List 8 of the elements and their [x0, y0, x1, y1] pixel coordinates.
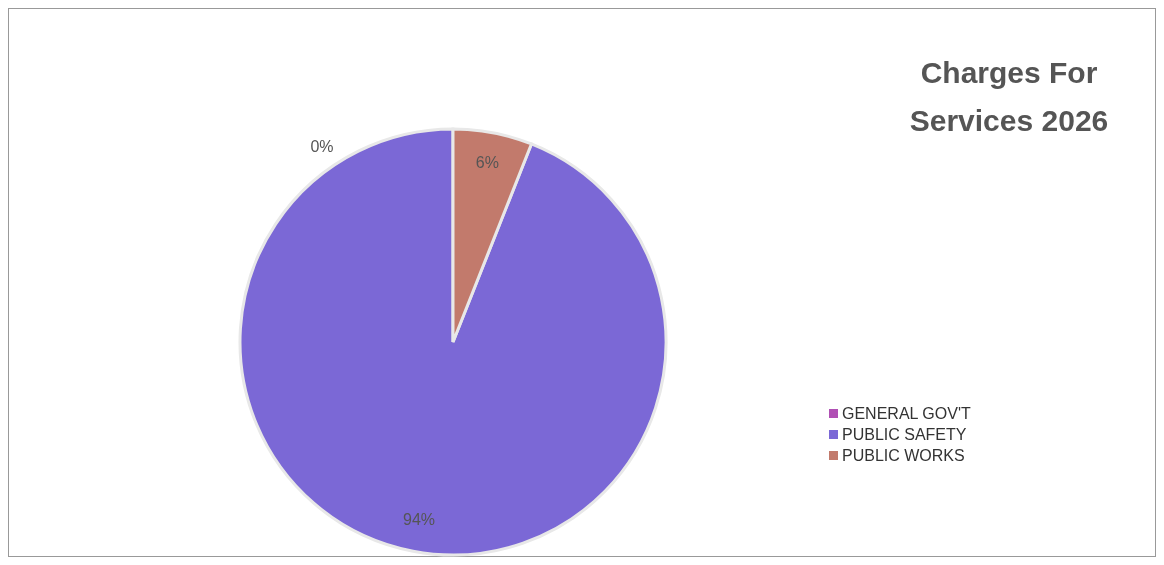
- legend-label: PUBLIC WORKS: [842, 446, 965, 465]
- text: 0%: [310, 137, 334, 155]
- pie-slice: [238, 127, 668, 557]
- legend-label: PUBLIC SAFETY: [842, 425, 967, 444]
- data-label: 94%: [403, 511, 436, 529]
- legend-label: GENERAL GOV'T: [842, 404, 971, 423]
- chart-title: Charges For Services 2026: [908, 55, 1110, 139]
- data-label: 6%: [475, 153, 499, 171]
